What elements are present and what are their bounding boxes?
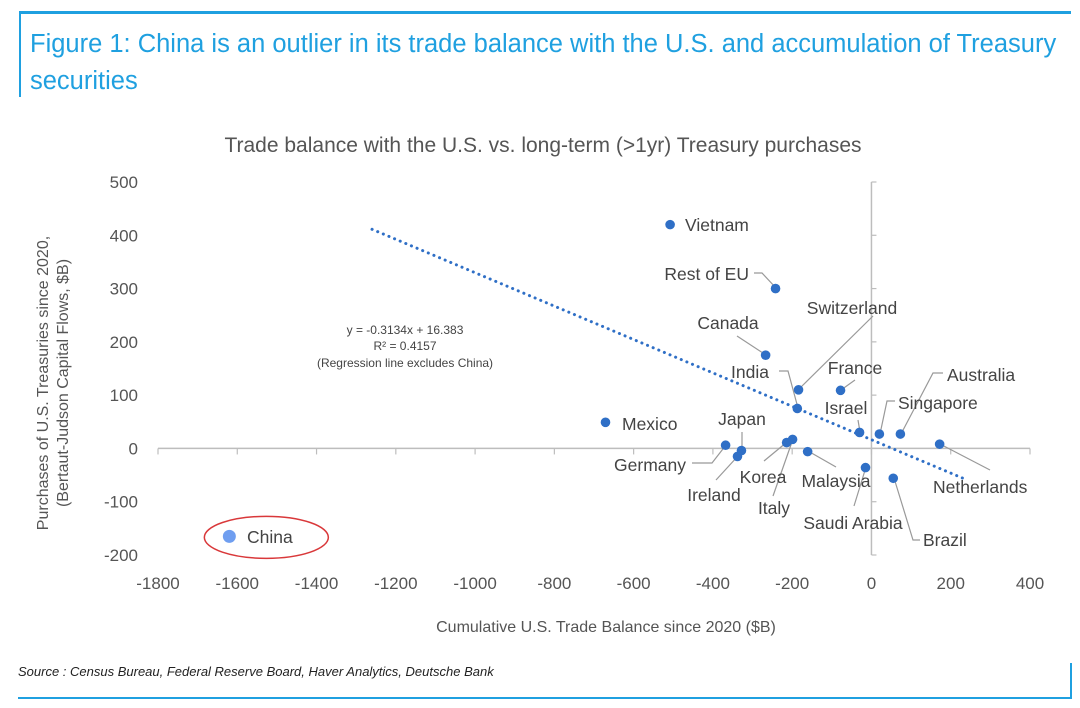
x-tick-label: -800 bbox=[537, 574, 571, 593]
x-tick-label: 0 bbox=[867, 574, 876, 593]
leader-line-rest-of-eu bbox=[754, 272, 777, 289]
point-label-france: France bbox=[828, 358, 882, 378]
point-malaysia bbox=[802, 446, 813, 457]
point-label-netherlands: Netherlands bbox=[933, 477, 1028, 497]
data-points bbox=[203, 219, 945, 560]
point-label-germany: Germany bbox=[614, 455, 686, 475]
source-note: Source : Census Bureau, Federal Reserve … bbox=[18, 664, 494, 679]
leader-line-brazil bbox=[893, 477, 920, 541]
y-tick-label: 400 bbox=[110, 226, 138, 245]
axes: -1800 -1600 -1400 -1200 -1000 -800 -600 -400 -20… bbox=[104, 173, 1044, 593]
point-label-canada: Canada bbox=[697, 313, 759, 333]
point-germany bbox=[720, 440, 731, 451]
y-tick-label: 0 bbox=[129, 439, 138, 458]
regression-equation: y = -0.3134x + 16.383 bbox=[347, 323, 464, 337]
highlight-ring-china bbox=[203, 515, 330, 560]
point-india bbox=[792, 403, 803, 414]
leader-line-singapore bbox=[879, 400, 895, 435]
point-brazil bbox=[888, 473, 899, 484]
point-label-japan: Japan bbox=[718, 409, 766, 429]
regression-r2: R² = 0.4157 bbox=[373, 339, 436, 353]
point-label-singapore: Singapore bbox=[898, 393, 978, 413]
point-ireland bbox=[732, 451, 743, 462]
x-tick-label: -1200 bbox=[374, 574, 417, 593]
point-label-switzerland: Switzerland bbox=[807, 298, 897, 318]
regression-note: (Regression line excludes China) bbox=[317, 356, 493, 370]
point-israel bbox=[854, 427, 865, 438]
point-labels: Vietnam Rest of EU Canada Switzerland India F… bbox=[247, 215, 1028, 550]
x-tick-label: 200 bbox=[937, 574, 965, 593]
point-label-rest-of-eu: Rest of EU bbox=[664, 264, 749, 284]
leader-line-saudi-arabia bbox=[853, 466, 867, 507]
point-vietnam bbox=[665, 219, 675, 230]
leader-line-malaysia bbox=[807, 450, 837, 468]
leader-line-switzerland bbox=[798, 315, 874, 390]
label-leader-lines bbox=[692, 272, 991, 541]
point-label-australia: Australia bbox=[947, 365, 1015, 385]
leader-line-canada bbox=[736, 335, 767, 356]
point-label-ireland: Ireland bbox=[687, 485, 741, 505]
y-tick-label: 500 bbox=[110, 173, 138, 192]
x-tick-label: -600 bbox=[617, 574, 651, 593]
y-tick-label: 300 bbox=[110, 280, 138, 299]
leader-line-italy bbox=[772, 438, 794, 497]
point-label-vietnam: Vietnam bbox=[685, 215, 749, 235]
point-singapore bbox=[874, 429, 885, 439]
regression-annotation: y = -0.3134x + 16.383 R² = 0.4157 (Regre… bbox=[317, 323, 493, 370]
chart-title: Trade balance with the U.S. vs. long-ter… bbox=[224, 134, 861, 157]
point-label-china: China bbox=[247, 527, 293, 547]
point-label-india: India bbox=[731, 362, 769, 382]
x-axis-label: Cumulative U.S. Trade Balance since 2020… bbox=[436, 619, 776, 636]
x-tick-label: -1400 bbox=[295, 574, 338, 593]
left-accent-rule bbox=[19, 11, 21, 97]
point-label-israel: Israel bbox=[825, 398, 868, 418]
y-axis-label-line2: (Bertaut-Judson Capital Flows, $B) bbox=[55, 259, 72, 507]
bottom-accent-rule bbox=[18, 697, 1072, 699]
point-china bbox=[222, 529, 236, 543]
point-switzerland bbox=[793, 385, 804, 395]
leader-line-australia bbox=[900, 372, 943, 435]
y-axis-label: Purchases of U.S. Treasuries since 2020,… bbox=[35, 236, 72, 530]
y-tick-label: 200 bbox=[110, 333, 138, 352]
point-netherlands bbox=[934, 439, 945, 449]
point-label-brazil: Brazil bbox=[923, 530, 967, 550]
y-axis-label-line1: Purchases of U.S. Treasuries since 2020, bbox=[35, 236, 52, 530]
point-label-saudi-arabia: Saudi Arabia bbox=[803, 513, 903, 533]
figure-title: Figure 1: China is an outlier in its tra… bbox=[30, 30, 1057, 95]
point-italy bbox=[787, 434, 798, 445]
point-canada bbox=[760, 350, 771, 360]
x-tick-label: -1000 bbox=[453, 574, 496, 593]
y-tick-label: -100 bbox=[104, 493, 138, 512]
y-tick-label: -200 bbox=[104, 546, 138, 565]
y-tick-label: 100 bbox=[110, 386, 138, 405]
x-tick-label: -400 bbox=[696, 574, 730, 593]
x-tick-label: -200 bbox=[775, 574, 809, 593]
point-label-korea: Korea bbox=[740, 467, 787, 487]
top-accent-rule bbox=[19, 11, 1071, 14]
leader-line-india bbox=[779, 370, 799, 409]
point-label-malaysia: Malaysia bbox=[801, 471, 870, 491]
x-tick-label: -1800 bbox=[136, 574, 179, 593]
right-accent-rule bbox=[1070, 663, 1072, 699]
point-rest-of-eu bbox=[770, 283, 781, 294]
point-australia bbox=[895, 429, 906, 439]
point-france bbox=[835, 385, 846, 396]
x-tick-label: 400 bbox=[1016, 574, 1044, 593]
point-label-italy: Italy bbox=[758, 498, 790, 518]
point-label-mexico: Mexico bbox=[622, 414, 677, 434]
leader-line-germany bbox=[692, 444, 727, 464]
x-tick-label: -1600 bbox=[216, 574, 259, 593]
point-saudi-arabia bbox=[860, 462, 871, 473]
leader-line-netherlands bbox=[939, 443, 991, 471]
point-mexico bbox=[600, 417, 611, 428]
